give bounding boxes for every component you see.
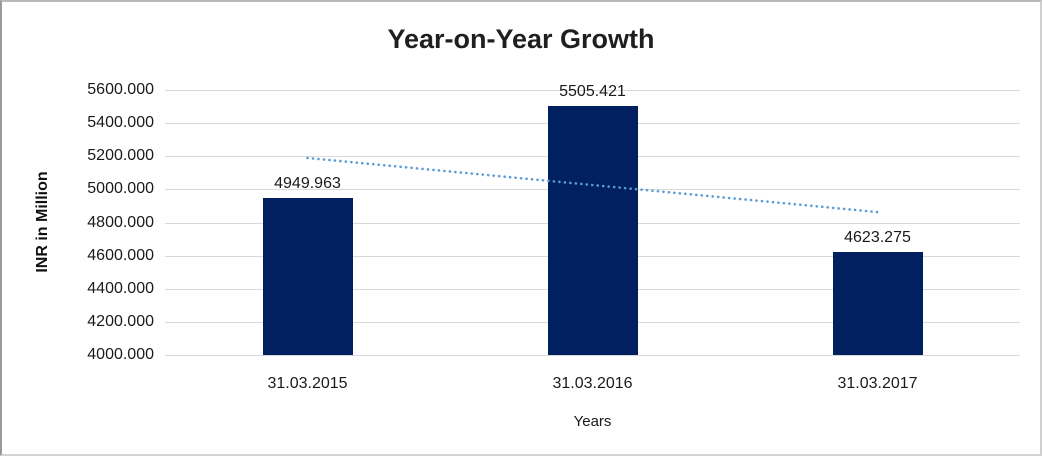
bar-31.03.2017 xyxy=(832,251,923,355)
y-tick-label: 5600.000 xyxy=(87,81,154,98)
y-tick-label: 4200.000 xyxy=(87,312,154,330)
gridline xyxy=(165,355,1020,356)
y-tick-label: 5400.000 xyxy=(87,114,154,132)
y-tick-label: 4000.000 xyxy=(87,346,154,363)
x-tick-label: 31.03.2015 xyxy=(267,375,348,392)
y-tick-label: 5200.000 xyxy=(87,147,154,165)
y-tick-label: 4400.000 xyxy=(87,279,154,297)
x-axis-title: Years xyxy=(573,413,612,430)
gridline xyxy=(165,90,1020,91)
y-tick-label: 4800.000 xyxy=(87,213,154,231)
y-tick-label: 5000.000 xyxy=(87,180,154,198)
data-label: 4949.963 xyxy=(274,174,341,192)
x-tick-label: 31.03.2017 xyxy=(837,375,918,392)
data-label: 4623.275 xyxy=(844,228,911,246)
chart-title: Year-on-Year Growth xyxy=(387,24,655,54)
data-label: 5505.421 xyxy=(559,82,626,100)
x-tick-label: 31.03.2016 xyxy=(552,375,633,392)
plot-area: 4949.963 5505.421 4623.275 xyxy=(165,83,1020,356)
bar-31.03.2015 xyxy=(262,197,353,355)
y-tick-label: 4600.000 xyxy=(87,246,154,264)
bar-31.03.2016 xyxy=(547,105,638,355)
